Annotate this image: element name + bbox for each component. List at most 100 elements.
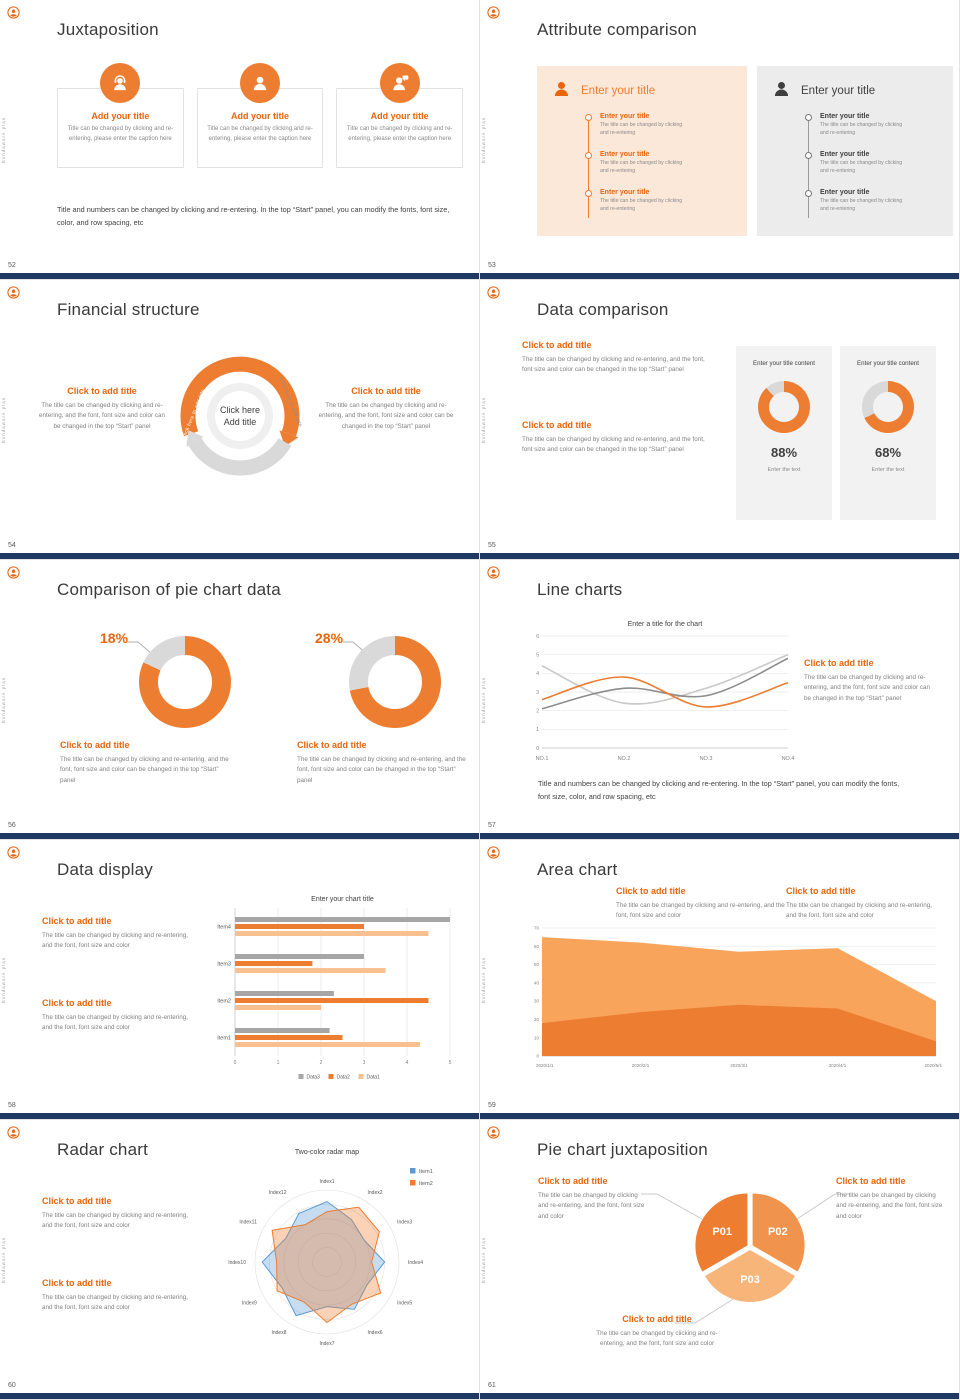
svg-text:Two-color radar map: Two-color radar map (295, 1149, 359, 1156)
donut-hole (872, 391, 904, 422)
svg-text:Data1: Data1 (367, 1075, 381, 1081)
svg-text:1: 1 (536, 727, 539, 733)
card-caption: Title can be changed by clicking and re-… (207, 126, 313, 142)
pie-chart: P01 P02 P03 (695, 1193, 805, 1302)
block-body: The title can be changed by clicking and… (804, 674, 931, 702)
timeline: Enter your title The title can be changed… (805, 113, 953, 218)
donut-percent-label: 28% (315, 630, 344, 646)
slide-bottom-bar (480, 1113, 959, 1119)
card-title: Add your title (91, 111, 150, 121)
text-block-right: Click to add title The title can be chan… (836, 1176, 946, 1222)
school-logo-icon (487, 6, 500, 19)
circular-arrows-diagram (180, 356, 300, 476)
text-block: Click to add title The title can be chan… (522, 420, 712, 456)
svg-text:Index6: Index6 (368, 1330, 383, 1336)
slide-title: Line charts (537, 580, 623, 599)
slide-56-pie-comparison[interactable]: Bundaware plan Comparison of pie chart d… (0, 560, 480, 840)
svg-text:10: 10 (534, 1035, 540, 1040)
slide-title: Area chart (537, 860, 618, 879)
text-block: Click to add title The title can be chan… (297, 740, 467, 786)
block-heading: Click to add title (836, 1176, 906, 1186)
svg-text:Index7: Index7 (319, 1341, 334, 1347)
slide-bottom-bar (480, 273, 959, 279)
timeline: Enter your title The title can be changed… (585, 113, 747, 218)
svg-text:30: 30 (534, 999, 540, 1004)
text-block: Click to add title The title can be chan… (42, 998, 194, 1034)
timeline-item: Enter your title The title can be changed… (585, 189, 747, 218)
info-card: Add your title Title can be changed by c… (57, 63, 184, 168)
person-icon (771, 78, 792, 104)
slide-53-attribute-comparison[interactable]: Bundaware plan Attribute comparison Ente… (480, 0, 960, 280)
block-heading: Click to add title (522, 340, 592, 350)
slide-bottom-bar (0, 273, 479, 279)
slide-title: Attribute comparison (537, 20, 697, 39)
slide-number: 55 (488, 542, 496, 549)
svg-text:4: 4 (536, 671, 539, 677)
donut-chart (862, 380, 914, 433)
info-card: Add your title Title can be changed by c… (196, 63, 324, 168)
text-block: Click to add title The title can be chan… (42, 1278, 194, 1314)
timeline-item: Enter your title The title can be changed… (805, 151, 953, 180)
slide-title: Data comparison (537, 300, 669, 319)
block-heading: Click to add title (42, 1278, 112, 1288)
block-body: The title can be changed by clicking and… (60, 756, 229, 784)
item-caption: The title can be changed by clicking and… (600, 160, 683, 174)
school-logo-icon (7, 846, 20, 859)
svg-text:2020/1/1: 2020/1/1 (536, 1063, 554, 1068)
slide-bottom-bar (0, 1113, 479, 1119)
block-heading: Click to add title (297, 740, 367, 750)
side-vertical-text: Bundaware plan (481, 676, 486, 723)
school-logo-icon (487, 566, 500, 579)
text-block: Click to add title The title can be chan… (522, 340, 712, 376)
donut-hole (768, 391, 800, 422)
item-title: Enter your title (600, 151, 650, 158)
svg-text:0: 0 (234, 1060, 237, 1066)
slide-title: Data display (57, 860, 153, 879)
slide-55-data-comparison[interactable]: Bundaware plan Data comparison Click to … (480, 280, 960, 560)
area-chart: 0 10 20 30 40 50 60 70 2020/1/1 2020/2/1 2020/3/1 2… (534, 926, 942, 1068)
panel-title: Enter your title (581, 85, 656, 97)
block-heading: Click to add title (786, 886, 856, 896)
block-body: The title can be changed by clicking and… (522, 436, 705, 454)
slide-title: Financial structure (57, 300, 200, 319)
slide-52-juxtaposition[interactable]: Bundaware plan Juxtaposition Add your ti… (0, 0, 480, 280)
block-heading: Click to add title (42, 916, 112, 926)
slide-61-pie-juxtaposition[interactable]: Bundaware plan Pie chart juxtaposition P… (480, 1120, 960, 1400)
item-caption: The title can be changed by clicking and… (820, 122, 903, 136)
side-vertical-text: Bundaware plan (1, 1236, 6, 1283)
svg-text:2020/4/1: 2020/4/1 (829, 1063, 847, 1068)
svg-text:NO.1: NO.1 (536, 756, 549, 762)
slide-bottom-bar (480, 833, 959, 839)
slide-title: Radar chart (57, 1140, 149, 1159)
svg-text:Index1: Index1 (319, 1179, 334, 1185)
side-vertical-text: Bundaware plan (1, 116, 6, 163)
svg-text:2: 2 (320, 1060, 323, 1066)
block-heading: Click to add title (804, 658, 874, 668)
text-block-left: Click to add title The title can be chan… (38, 386, 166, 432)
slide-60-radar-chart[interactable]: Bundaware plan Radar chart Click to add … (0, 1120, 480, 1400)
block-heading: Click to add title (42, 1196, 112, 1206)
svg-text:NO.2: NO.2 (618, 756, 631, 762)
slide-number: 60 (8, 1382, 16, 1389)
slide-54-financial-structure[interactable]: Bundaware plan Financial structure Click… (0, 280, 480, 560)
svg-text:Index5: Index5 (397, 1301, 412, 1307)
item-title: Enter your title (820, 113, 870, 120)
slide-number: 52 (8, 262, 16, 269)
svg-text:70: 70 (534, 926, 540, 931)
block-heading: Click to add title (42, 998, 112, 1008)
slide-58-data-display[interactable]: Bundaware plan Data display Click to add… (0, 840, 480, 1120)
slide-59-area-chart[interactable]: Bundaware plan Area chart Click to add t… (480, 840, 960, 1120)
svg-text:Enter a title for the chart: Enter a title for the chart (628, 621, 703, 628)
block-body: The title can be changed by clicking and… (538, 1192, 645, 1220)
side-vertical-text: Bundaware plan (1, 396, 6, 443)
svg-text:3: 3 (363, 1060, 366, 1066)
slide-57-line-charts[interactable]: Bundaware plan Line charts Enter a title… (480, 560, 960, 840)
svg-text:P03: P03 (740, 1274, 760, 1286)
svg-text:Item3: Item3 (217, 962, 231, 968)
school-logo-icon (7, 6, 20, 19)
slide-bottom-bar (0, 553, 479, 559)
svg-text:P01: P01 (712, 1226, 732, 1238)
svg-text:20: 20 (534, 1017, 540, 1022)
block-body: The title can be changed by clicking and… (786, 902, 932, 920)
percent-value: 68% (874, 444, 902, 460)
